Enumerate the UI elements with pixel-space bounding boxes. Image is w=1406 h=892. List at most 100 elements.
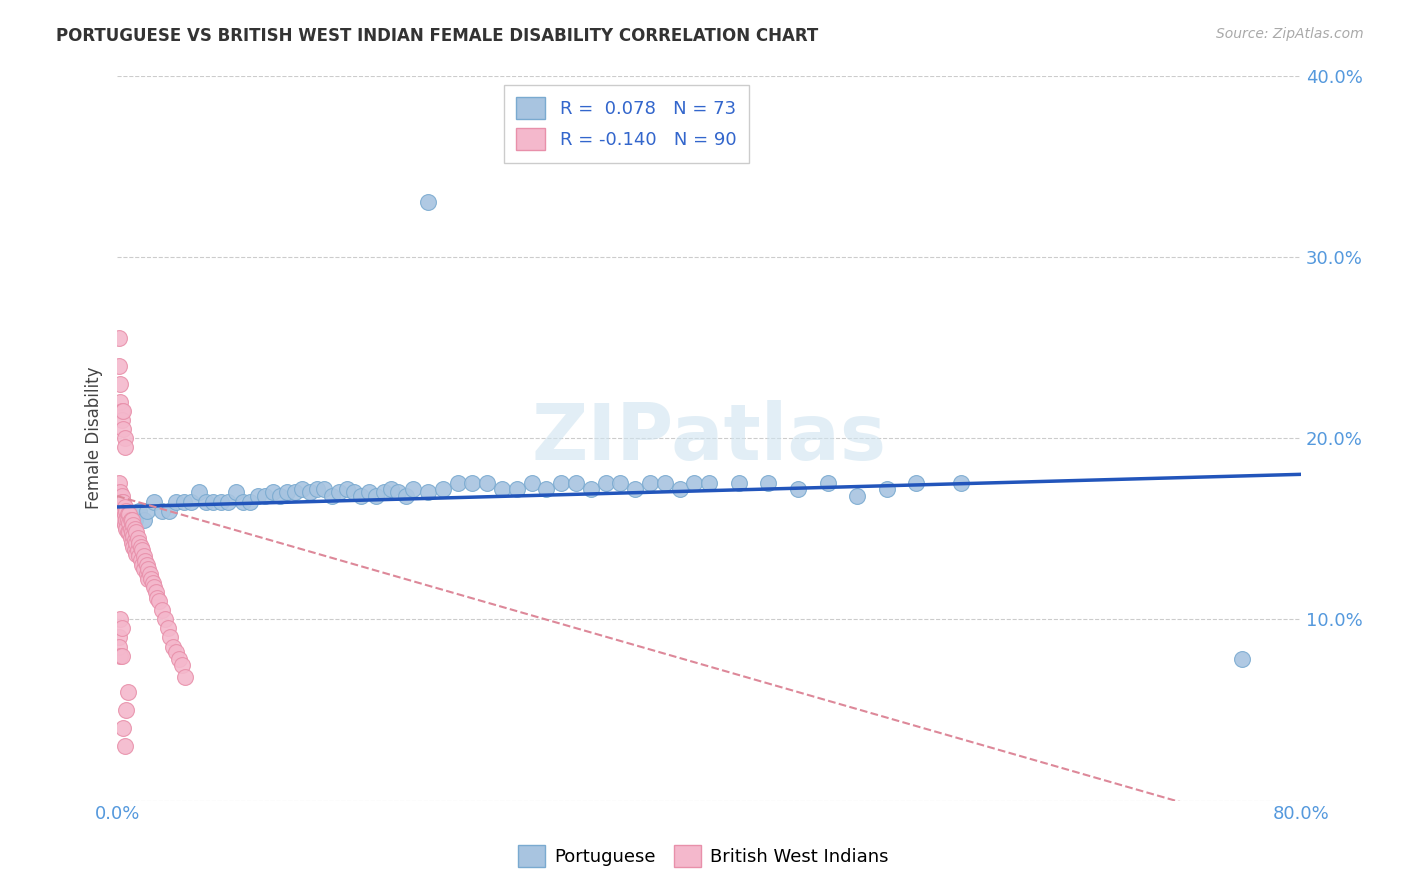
Point bbox=[108, 503, 131, 517]
Point bbox=[291, 482, 314, 496]
Text: PORTUGUESE VS BRITISH WEST INDIAN FEMALE DISABILITY CORRELATION CHART: PORTUGUESE VS BRITISH WEST INDIAN FEMALE… bbox=[56, 27, 818, 45]
Point bbox=[343, 485, 366, 500]
Point bbox=[1230, 652, 1253, 666]
Point bbox=[111, 648, 134, 663]
Point bbox=[475, 476, 498, 491]
Point bbox=[120, 513, 142, 527]
Point bbox=[416, 195, 439, 210]
Point bbox=[756, 476, 779, 491]
Point bbox=[108, 612, 131, 626]
Point bbox=[949, 476, 972, 491]
Point bbox=[150, 603, 173, 617]
Point bbox=[232, 494, 254, 508]
Point bbox=[624, 482, 647, 496]
Point bbox=[135, 503, 157, 517]
Point bbox=[108, 648, 131, 663]
Point bbox=[402, 482, 425, 496]
Point bbox=[638, 476, 661, 491]
Point bbox=[187, 485, 209, 500]
Point bbox=[141, 573, 163, 587]
Point bbox=[128, 503, 150, 517]
Point bbox=[314, 482, 336, 496]
Point bbox=[117, 525, 139, 540]
Point bbox=[107, 359, 129, 373]
Point bbox=[127, 543, 149, 558]
Point bbox=[108, 485, 131, 500]
Point bbox=[124, 543, 146, 558]
Point bbox=[107, 331, 129, 345]
Point bbox=[305, 482, 328, 496]
Point bbox=[111, 413, 134, 427]
Point bbox=[114, 739, 136, 754]
Point bbox=[284, 485, 307, 500]
Point bbox=[595, 476, 617, 491]
Point bbox=[180, 494, 202, 508]
Point bbox=[135, 567, 157, 582]
Point bbox=[373, 485, 395, 500]
Point bbox=[254, 489, 277, 503]
Point bbox=[125, 525, 148, 540]
Point bbox=[169, 652, 191, 666]
Point bbox=[150, 503, 173, 517]
Point bbox=[120, 522, 142, 536]
Point bbox=[350, 489, 373, 503]
Point bbox=[131, 558, 153, 572]
Point bbox=[209, 494, 232, 508]
Point bbox=[217, 494, 239, 508]
Point bbox=[112, 422, 135, 436]
Point bbox=[157, 503, 180, 517]
Point bbox=[124, 522, 146, 536]
Point bbox=[446, 476, 468, 491]
Point bbox=[108, 376, 131, 391]
Point bbox=[298, 485, 321, 500]
Point bbox=[122, 518, 145, 533]
Point bbox=[173, 494, 195, 508]
Point bbox=[366, 489, 388, 503]
Point bbox=[108, 494, 131, 508]
Point bbox=[416, 485, 439, 500]
Point bbox=[846, 489, 869, 503]
Point bbox=[118, 516, 141, 531]
Point bbox=[432, 482, 454, 496]
Point bbox=[112, 404, 135, 418]
Point bbox=[143, 580, 166, 594]
Point bbox=[876, 482, 898, 496]
Point bbox=[905, 476, 928, 491]
Point bbox=[122, 529, 145, 543]
Point bbox=[107, 631, 129, 645]
Point bbox=[108, 394, 131, 409]
Point bbox=[122, 540, 145, 554]
Point bbox=[380, 482, 402, 496]
Point bbox=[395, 489, 418, 503]
Point bbox=[172, 657, 194, 672]
Point bbox=[153, 612, 176, 626]
Point bbox=[121, 525, 143, 540]
Point bbox=[128, 549, 150, 563]
Legend: Portuguese, British West Indians: Portuguese, British West Indians bbox=[510, 838, 896, 874]
Point bbox=[114, 431, 136, 445]
Point bbox=[506, 482, 529, 496]
Point bbox=[174, 670, 197, 684]
Point bbox=[336, 482, 359, 496]
Point bbox=[111, 404, 134, 418]
Point bbox=[117, 507, 139, 521]
Point bbox=[129, 540, 152, 554]
Point bbox=[156, 621, 179, 635]
Point bbox=[276, 485, 298, 500]
Point bbox=[139, 567, 162, 582]
Point bbox=[145, 585, 167, 599]
Point bbox=[461, 476, 484, 491]
Point bbox=[269, 489, 291, 503]
Point bbox=[118, 513, 141, 527]
Point bbox=[118, 525, 141, 540]
Point bbox=[121, 513, 143, 527]
Point bbox=[387, 485, 409, 500]
Point bbox=[491, 482, 513, 496]
Point bbox=[668, 482, 690, 496]
Point bbox=[195, 494, 218, 508]
Point bbox=[117, 513, 139, 527]
Point bbox=[165, 645, 187, 659]
Point bbox=[121, 536, 143, 550]
Point bbox=[107, 485, 129, 500]
Point bbox=[321, 489, 343, 503]
